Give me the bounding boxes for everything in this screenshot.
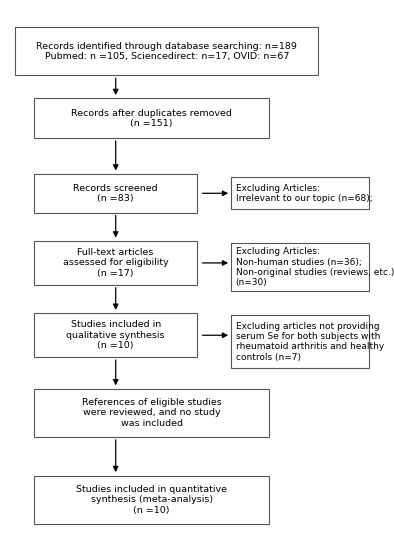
Bar	[231, 177, 369, 209]
Text: Excluding Articles:
Irrelevant to our topic (n=68);: Excluding Articles: Irrelevant to our to…	[236, 184, 372, 203]
Text: Full-text articles
assessed for eligibility
(n =17): Full-text articles assessed for eligibil…	[63, 248, 169, 278]
Bar	[231, 315, 369, 368]
Text: Records identified through database searching: n=189
Pubmed: n =105, Sciencedire: Records identified through database sear…	[36, 42, 297, 61]
Bar	[34, 389, 269, 437]
Bar	[15, 27, 318, 75]
Text: Records screened
(n =83): Records screened (n =83)	[73, 184, 158, 203]
Bar	[34, 313, 197, 357]
Text: Excluding Articles:
Non-human studies (n=36);
Non-original studies (reviews, etc: Excluding Articles: Non-human studies (n…	[236, 247, 394, 287]
Bar	[231, 243, 369, 291]
Text: Studies included in quantitative
synthesis (meta-analysis)
(n =10): Studies included in quantitative synthes…	[76, 485, 227, 514]
Bar	[34, 241, 197, 285]
Bar	[34, 98, 269, 138]
Bar	[34, 475, 269, 524]
Text: Studies included in
qualitative synthesis
(n =10): Studies included in qualitative synthesi…	[67, 320, 165, 350]
Text: Excluding articles not providing
serum Se for both subjects with
rheumatoid arth: Excluding articles not providing serum S…	[236, 321, 384, 362]
Text: References of eligible studies
were reviewed, and no study
was included: References of eligible studies were revi…	[82, 398, 221, 428]
Bar	[34, 174, 197, 213]
Text: Records after duplicates removed
(n =151): Records after duplicates removed (n =151…	[71, 109, 232, 128]
